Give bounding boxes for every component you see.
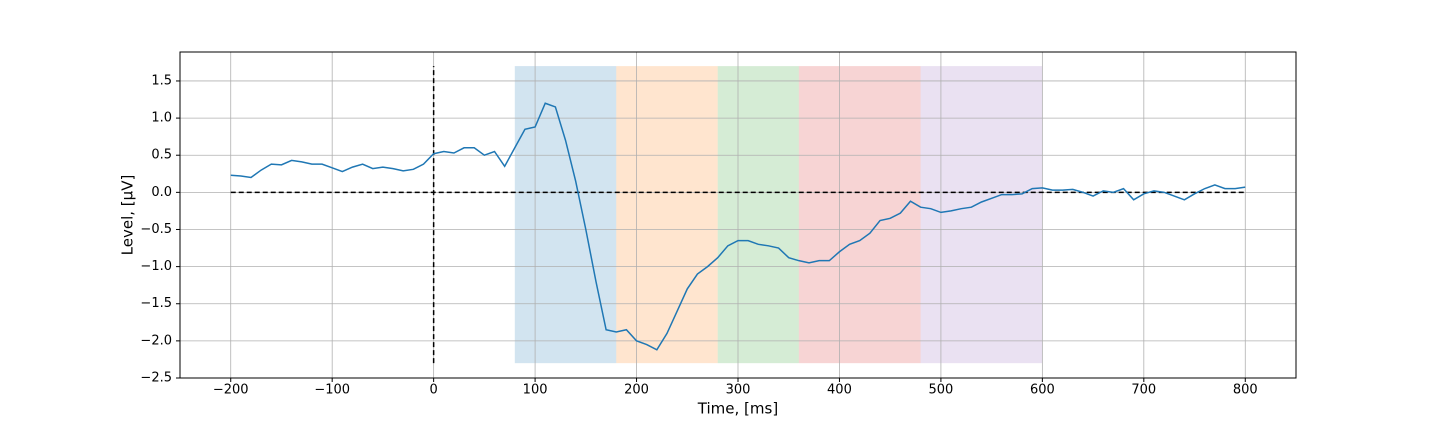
x-tick-label: 200	[624, 383, 649, 398]
x-tick-label: 700	[1131, 383, 1156, 398]
highlight-span	[798, 66, 921, 364]
y-tick-label: −1.0	[140, 259, 172, 274]
highlight-span	[717, 66, 799, 364]
y-tick-label: 1.0	[151, 111, 172, 126]
x-tick-label: 500	[928, 383, 953, 398]
x-tick-label: −100	[314, 383, 350, 398]
y-tick-label: 1.5	[151, 73, 172, 88]
plot-frame	[179, 51, 1297, 379]
y-axis-label: Level, [μV]	[119, 175, 137, 256]
x-tick-label: 300	[726, 383, 751, 398]
data-line	[230, 102, 1246, 351]
y-tick-label: −1.5	[140, 296, 172, 311]
x-axis-label: Time, [ms]	[697, 400, 778, 418]
y-tick-label: 0.0	[151, 185, 172, 200]
y-tick-label: −2.0	[140, 333, 172, 348]
x-tick-label: 0	[429, 383, 437, 398]
x-tick-label: −200	[213, 383, 249, 398]
x-tick-label: 800	[1233, 383, 1258, 398]
highlight-span	[616, 66, 718, 364]
highlight-span	[920, 66, 1043, 364]
x-tick-label: 100	[523, 383, 548, 398]
x-tick-label: 600	[1030, 383, 1055, 398]
x-tick-label: 400	[827, 383, 852, 398]
highlight-span	[514, 66, 617, 364]
y-tick-label: −0.5	[140, 222, 172, 237]
y-tick-label: −2.5	[140, 371, 172, 386]
y-tick-label: 0.5	[151, 148, 172, 163]
